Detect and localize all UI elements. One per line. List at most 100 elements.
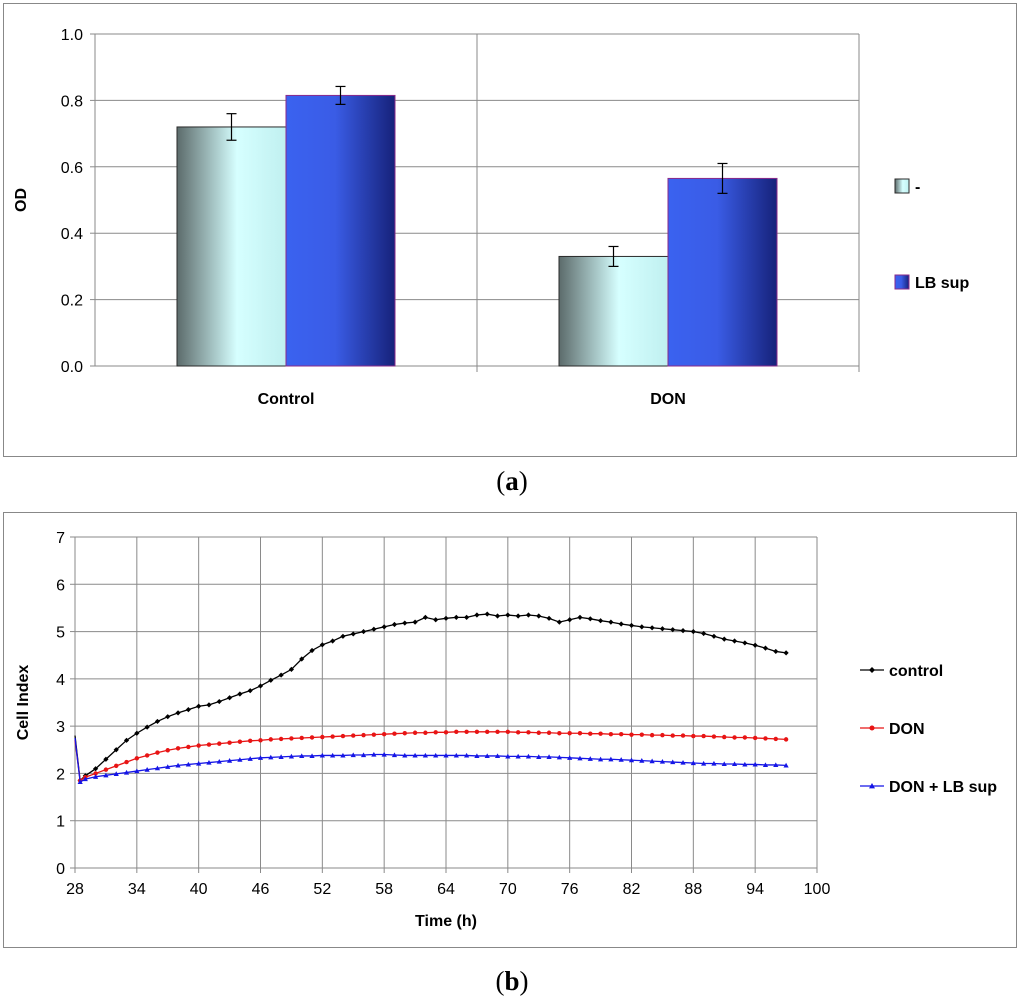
data-point bbox=[536, 754, 542, 759]
data-point bbox=[628, 757, 635, 763]
data-point bbox=[670, 733, 675, 738]
data-point bbox=[350, 631, 356, 637]
data-point bbox=[196, 703, 202, 709]
data-point bbox=[567, 731, 572, 736]
data-point bbox=[722, 734, 727, 740]
data-point bbox=[711, 633, 717, 639]
data-point bbox=[453, 614, 459, 620]
y-tick-label: 6 bbox=[56, 577, 65, 594]
data-point bbox=[113, 747, 119, 753]
y-axis-label: OD bbox=[13, 188, 30, 212]
data-point bbox=[309, 753, 315, 759]
y-tick-label: 4 bbox=[56, 672, 65, 689]
bar bbox=[176, 126, 287, 367]
legend-label: DON bbox=[889, 721, 925, 738]
data-point bbox=[731, 761, 738, 767]
data-point bbox=[360, 752, 367, 758]
data-point bbox=[299, 753, 305, 759]
data-point bbox=[649, 732, 655, 738]
data-point bbox=[639, 624, 645, 630]
data-point bbox=[711, 734, 717, 739]
data-point bbox=[869, 667, 875, 673]
data-point bbox=[701, 733, 706, 739]
data-point bbox=[763, 736, 768, 741]
data-point bbox=[154, 765, 161, 771]
data-point bbox=[227, 740, 232, 745]
data-point bbox=[464, 729, 469, 735]
data-point bbox=[361, 732, 366, 738]
data-point bbox=[391, 752, 398, 758]
data-point bbox=[649, 758, 655, 764]
data-point bbox=[226, 758, 233, 763]
data-point bbox=[144, 753, 150, 758]
data-point bbox=[680, 759, 686, 765]
legend-label: - bbox=[915, 179, 920, 196]
data-point bbox=[608, 619, 614, 625]
y-tick-label: 0 bbox=[56, 861, 65, 878]
data-point bbox=[319, 642, 325, 648]
caption-a: (a) bbox=[496, 466, 528, 496]
data-point bbox=[577, 731, 583, 736]
data-point bbox=[443, 730, 449, 735]
data-point bbox=[732, 735, 737, 740]
x-tick-label: 28 bbox=[66, 881, 84, 898]
data-point bbox=[185, 761, 191, 767]
data-point bbox=[278, 736, 284, 742]
data-point bbox=[629, 732, 634, 737]
data-point bbox=[742, 735, 748, 740]
data-point bbox=[257, 755, 264, 760]
data-point bbox=[474, 612, 480, 618]
data-point bbox=[721, 636, 727, 642]
data-point bbox=[360, 628, 367, 635]
data-point bbox=[402, 620, 408, 626]
data-point bbox=[103, 756, 109, 762]
data-point bbox=[93, 774, 99, 779]
data-point bbox=[515, 613, 521, 619]
data-point bbox=[144, 724, 150, 730]
data-point bbox=[587, 616, 593, 622]
data-point bbox=[422, 752, 428, 758]
data-point bbox=[711, 760, 717, 766]
x-axis-label: Time (h) bbox=[415, 913, 477, 930]
data-point bbox=[123, 769, 130, 775]
data-point bbox=[206, 742, 212, 747]
data-point bbox=[742, 640, 748, 646]
y-tick-label: 3 bbox=[56, 719, 65, 736]
data-point bbox=[381, 751, 387, 757]
legend-swatch bbox=[894, 274, 910, 290]
data-point bbox=[165, 714, 171, 720]
data-point bbox=[165, 764, 171, 769]
legend-label: LB sup bbox=[915, 275, 969, 292]
data-point bbox=[134, 756, 140, 761]
data-point bbox=[340, 752, 346, 758]
data-point bbox=[474, 729, 480, 735]
data-point bbox=[93, 766, 99, 772]
data-point bbox=[525, 753, 532, 759]
data-point bbox=[422, 614, 428, 620]
data-point bbox=[690, 628, 696, 635]
data-point bbox=[206, 702, 212, 708]
data-point bbox=[597, 618, 604, 624]
data-point bbox=[134, 768, 140, 774]
data-point bbox=[134, 730, 140, 736]
data-point bbox=[783, 737, 789, 742]
data-point bbox=[288, 753, 295, 759]
data-point bbox=[320, 734, 325, 740]
data-point bbox=[752, 761, 758, 767]
data-point bbox=[639, 758, 645, 763]
data-point bbox=[186, 744, 191, 750]
data-point bbox=[371, 626, 377, 632]
data-point bbox=[869, 783, 875, 789]
data-point bbox=[412, 730, 418, 735]
legend-label: control bbox=[889, 663, 943, 680]
data-point bbox=[423, 730, 428, 735]
data-point bbox=[762, 762, 769, 767]
data-point bbox=[525, 612, 532, 618]
data-point bbox=[93, 771, 98, 776]
data-point bbox=[567, 617, 573, 623]
data-point bbox=[577, 614, 583, 620]
data-point bbox=[196, 760, 202, 766]
data-point bbox=[567, 755, 573, 760]
data-point bbox=[247, 688, 253, 694]
